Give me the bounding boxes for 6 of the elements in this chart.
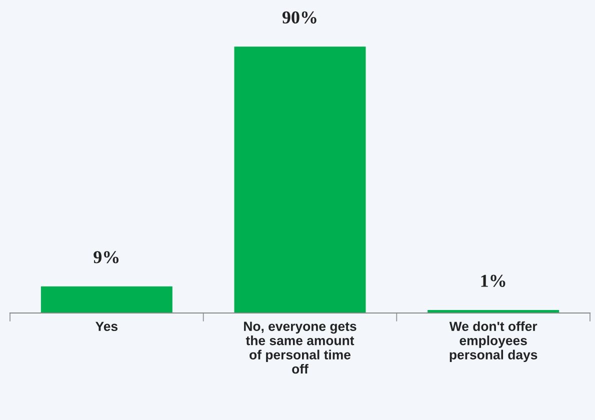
data-label: 90% xyxy=(282,11,316,24)
data-label: 1% xyxy=(481,274,506,287)
x-tick-label: No, everyone gets the same amount of personal time off xyxy=(244,322,356,374)
x-tick-label: We don't offer employees personal days xyxy=(449,321,538,362)
x-tick-label: Yes xyxy=(96,322,118,332)
data-label: 9% xyxy=(94,251,119,264)
